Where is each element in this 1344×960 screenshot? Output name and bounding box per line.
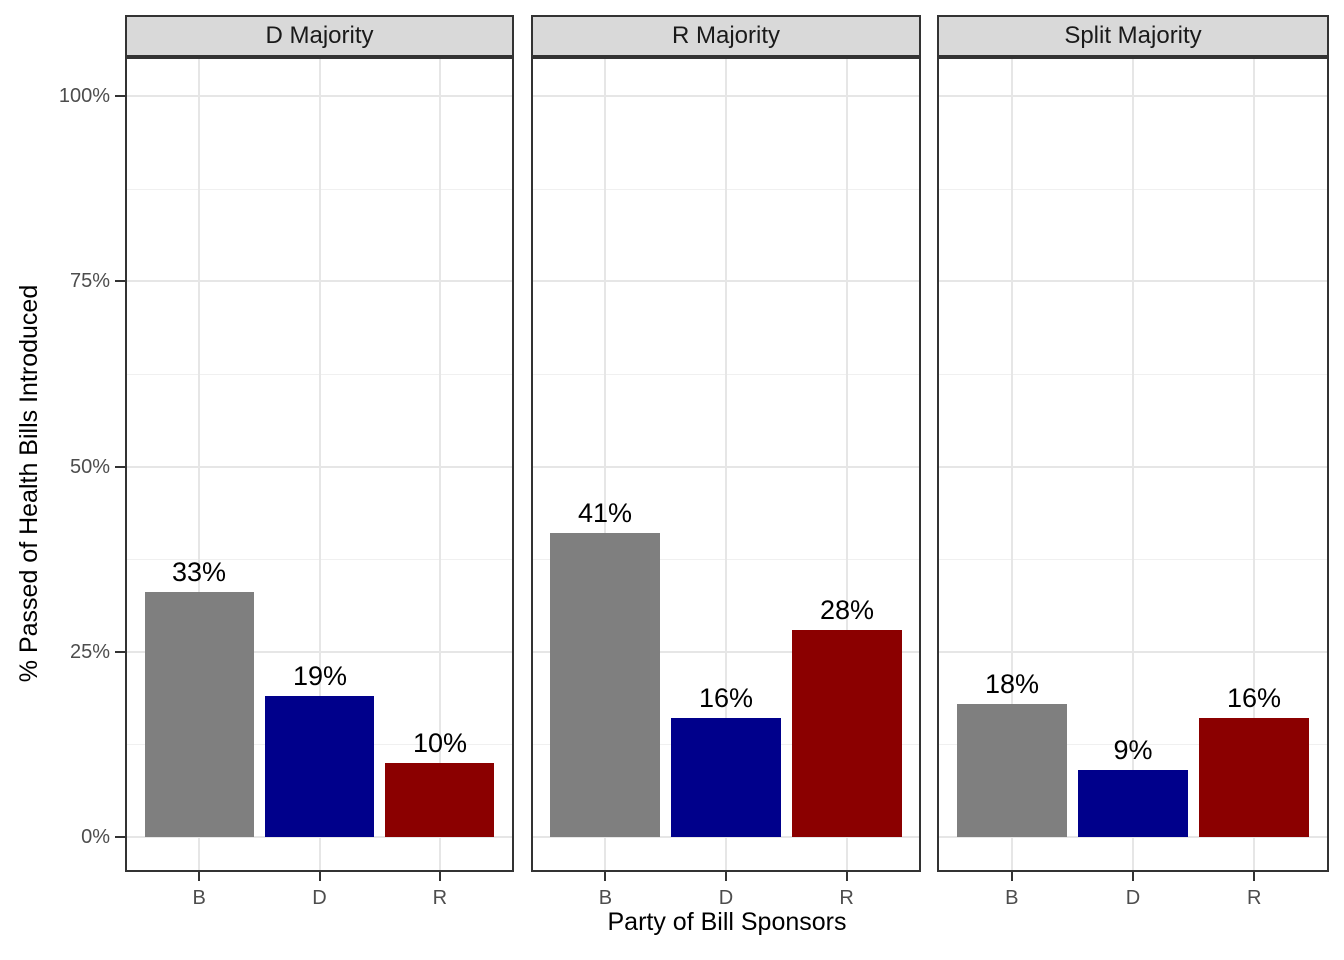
x-tick-mark (845, 872, 848, 881)
x-tick-mark (1010, 872, 1013, 881)
y-tick-label: 100% (58, 85, 110, 107)
x-tick-mark (438, 872, 441, 881)
bar-value-label: 33% (171, 557, 227, 587)
gridline-vertical (1010, 59, 1013, 870)
gridline-vertical (845, 59, 848, 870)
x-tick-mark (318, 872, 321, 881)
bar-d-d-majority (265, 696, 374, 837)
x-tick-label: D (718, 887, 734, 909)
gridline-vertical (438, 59, 441, 870)
bar-value-label: 16% (1226, 683, 1282, 713)
facet-panel-split-majority: 18% 9% 16% (937, 57, 1329, 872)
bar-b-r-majority (550, 533, 660, 837)
bar-d-r-majority (671, 718, 781, 837)
y-tick-label: 0% (81, 826, 110, 848)
facet-panel-d-majority: 33% 19% 10% (125, 57, 514, 872)
y-tick-label: 50% (69, 455, 110, 478)
gridline-vertical (318, 59, 321, 870)
bar-d-split-majority (1078, 770, 1188, 837)
y-tick-mark (115, 836, 125, 838)
x-tick-mark (725, 872, 727, 881)
y-tick-mark (115, 465, 125, 468)
x-tick-label: B (1005, 887, 1019, 909)
bar-value-label: 18% (984, 669, 1040, 699)
bar-value-label: 16% (698, 683, 754, 713)
x-tick-label: R (839, 887, 854, 909)
gridline-vertical (1132, 59, 1134, 870)
gridline-vertical (1253, 59, 1256, 870)
x-tick-label: D (312, 887, 327, 909)
bar-r-r-majority (792, 630, 902, 837)
facet-strip-r-majority: R Majority (531, 15, 921, 57)
bar-b-d-majority (145, 592, 254, 837)
x-tick-mark (198, 872, 201, 881)
y-tick-mark (115, 650, 125, 653)
facet-strip-label: R Majority (671, 22, 780, 49)
bar-r-d-majority (385, 763, 494, 837)
x-axis-title: Party of Bill Sponsors (607, 908, 847, 936)
facet-strip-label: D Majority (265, 22, 374, 49)
y-axis-title: % Passed of Health Bills Introduced (15, 284, 44, 682)
bar-value-label: 9% (1113, 735, 1153, 765)
x-tick-label: B (598, 887, 613, 909)
x-tick-label: R (1247, 887, 1262, 909)
x-tick-label: D (1125, 887, 1141, 909)
gridline-vertical (198, 59, 201, 870)
bar-b-split-majority (957, 704, 1067, 837)
y-tick-mark (115, 95, 125, 97)
x-tick-mark (604, 872, 607, 881)
x-tick-mark (1132, 872, 1134, 881)
bar-r-split-majority (1199, 718, 1309, 837)
x-tick-label: B (192, 887, 206, 909)
facet-panel-r-majority: 41% 16% 28% (531, 57, 921, 872)
bar-value-label: 41% (577, 498, 633, 528)
y-tick-label: 75% (69, 270, 110, 293)
x-tick-mark (1253, 872, 1256, 881)
y-tick-mark (115, 280, 125, 283)
bar-value-label: 10% (412, 728, 468, 758)
bar-value-label: 28% (819, 595, 875, 625)
x-tick-label: R (432, 887, 448, 909)
gridline-vertical (725, 59, 727, 870)
gridline-vertical (604, 59, 607, 870)
bar-value-label: 19% (292, 661, 348, 691)
facet-strip-split-majority: Split Majority (937, 15, 1329, 57)
facet-strip-d-majority: D Majority (125, 15, 514, 57)
facet-strip-label: Split Majority (1064, 22, 1202, 49)
y-tick-label: 25% (69, 640, 110, 663)
